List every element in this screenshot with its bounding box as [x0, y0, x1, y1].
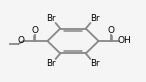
Text: Br: Br — [46, 14, 56, 23]
Text: O: O — [31, 26, 38, 35]
Text: Br: Br — [46, 59, 56, 68]
Text: O: O — [108, 26, 115, 35]
Text: OH: OH — [118, 36, 132, 45]
Text: Br: Br — [90, 59, 100, 68]
Text: O: O — [17, 36, 24, 45]
Text: Br: Br — [90, 14, 100, 23]
